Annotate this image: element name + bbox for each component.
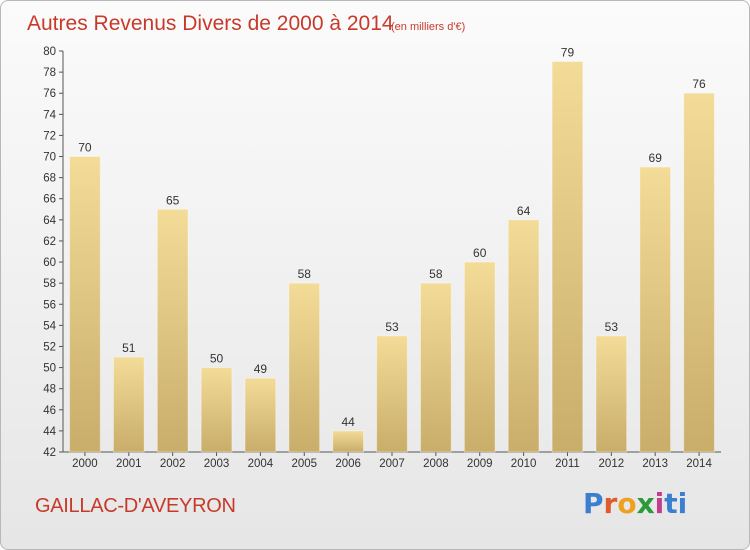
y-tick-label: 78 <box>43 67 56 79</box>
y-tick-label: 60 <box>43 257 56 269</box>
axes: 42 44 46 48 50 52 54 56 58 60 62 64 66 68 70 72 74 76 78 80… <box>43 46 721 470</box>
data-label-2008: 58 <box>429 267 443 281</box>
chart-title: Autres Revenus Divers de 2000 à 2014 <box>27 12 394 35</box>
data-label-2001: 51 <box>122 341 136 355</box>
bar-2013 <box>639 166 672 453</box>
x-tick-label-2002: 2002 <box>160 458 186 470</box>
y-tick-label: 56 <box>43 299 56 311</box>
x-tick-label-2010: 2010 <box>511 458 537 470</box>
data-label-2005: 58 <box>298 267 312 281</box>
y-tick-label: 64 <box>43 215 56 227</box>
bar-2004 <box>244 377 277 453</box>
bar-2007 <box>376 335 408 453</box>
y-tick-label: 42 <box>43 447 56 459</box>
x-tick-label-2009: 2009 <box>467 458 493 470</box>
x-tick-label-2006: 2006 <box>335 458 361 470</box>
data-label-2002: 65 <box>166 193 180 207</box>
y-tick-label: 62 <box>43 236 56 248</box>
x-tick-label-2007: 2007 <box>379 458 405 470</box>
data-label-2000: 70 <box>78 141 92 155</box>
y-tick-label: 52 <box>43 341 56 353</box>
bar-2014 <box>683 92 715 453</box>
data-label-2004: 49 <box>254 362 268 376</box>
bars: 70 51 65 50 49 58 44 53 58 60 64 79 53 69 76 <box>69 46 715 453</box>
y-tick-label: 44 <box>43 426 56 438</box>
x-tick-label-2005: 2005 <box>291 458 317 470</box>
data-label-2011: 79 <box>561 46 575 60</box>
y-tick-label: 58 <box>43 278 56 290</box>
x-tick-label-2008: 2008 <box>423 458 449 470</box>
x-tick-label-2003: 2003 <box>204 458 230 470</box>
y-tick-label: 48 <box>43 384 56 396</box>
x-tick-label-2004: 2004 <box>248 458 274 470</box>
bar-2009 <box>463 261 496 453</box>
data-label-2013: 69 <box>649 151 663 165</box>
x-tick-label-2014: 2014 <box>686 458 712 470</box>
data-label-2010: 64 <box>517 204 531 218</box>
data-label-2012: 53 <box>605 320 619 334</box>
data-label-2003: 50 <box>210 352 224 366</box>
x-tick-label-2013: 2013 <box>642 458 668 470</box>
bar-2003 <box>200 367 233 453</box>
y-tick-label: 80 <box>43 46 56 58</box>
x-tick-label-2001: 2001 <box>116 458 142 470</box>
bar-2010 <box>507 219 540 453</box>
bar-2002 <box>156 208 189 453</box>
x-tick-label-2011: 2011 <box>555 458 580 470</box>
bar-2006 <box>332 430 364 453</box>
y-tick-label: 72 <box>43 130 56 142</box>
data-label-2006: 44 <box>341 415 355 429</box>
bar-2005 <box>288 282 321 453</box>
bar-2001 <box>112 356 145 453</box>
y-tick-label: 54 <box>43 320 56 332</box>
y-tick-label: 70 <box>43 152 56 164</box>
bar-2011 <box>551 61 584 453</box>
data-label-2009: 60 <box>473 246 487 260</box>
y-tick-label: 76 <box>43 88 56 100</box>
y-tick-label: 68 <box>43 173 56 185</box>
bar-2012 <box>595 335 628 453</box>
x-tick-label-2012: 2012 <box>599 458 625 470</box>
y-tick-label: 46 <box>43 405 56 417</box>
data-label-2007: 53 <box>385 320 399 334</box>
bar-2008 <box>420 282 452 453</box>
chart-subtitle: (en milliers d'€) <box>391 21 465 33</box>
y-tick-label: 74 <box>43 109 56 121</box>
bar-2000 <box>69 156 101 453</box>
x-tick-label-2000: 2000 <box>72 458 98 470</box>
y-tick-label: 50 <box>43 363 56 375</box>
location-label: GAILLAC-D'AVEYRON <box>35 495 236 517</box>
data-label-2014: 76 <box>692 77 706 91</box>
y-tick-label: 66 <box>43 194 56 206</box>
proxiti-logo: Proxiti <box>583 487 688 520</box>
